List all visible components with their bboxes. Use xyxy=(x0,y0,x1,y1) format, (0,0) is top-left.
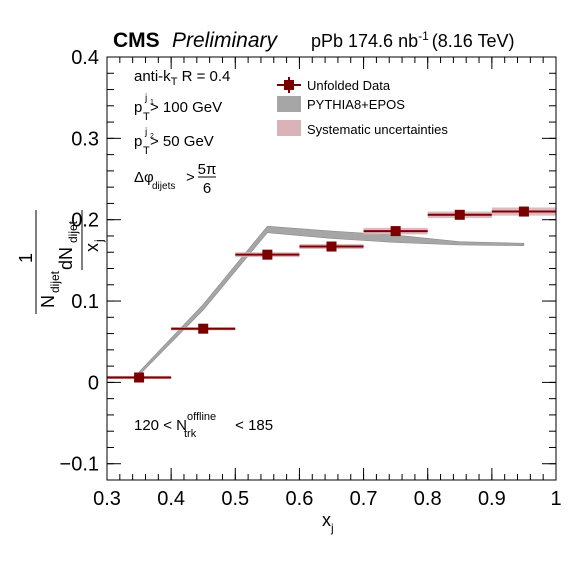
legend-label-syst: Systematic uncertainties xyxy=(307,122,448,137)
jet-algorithm-label: anti-kT R = 0.4 xyxy=(134,68,230,88)
mc-band xyxy=(138,225,525,376)
delta-phi-cut: Δφ dijets > 5π 6 xyxy=(134,161,216,197)
data-point xyxy=(198,323,209,334)
x-tick-label: 0.8 xyxy=(414,488,442,510)
svg-text:j: j xyxy=(144,127,147,138)
legend-marker-data xyxy=(277,77,301,93)
legend: Unfolded Data PYTHIA8+EPOS Systematic un… xyxy=(277,77,448,137)
leading-jet-pt-cut: p j 1 T > 100 GeV xyxy=(134,93,222,123)
svg-text:dijet: dijet xyxy=(66,220,80,243)
band-layer xyxy=(107,207,556,380)
svg-text:N: N xyxy=(38,295,58,308)
x-tick-label: 0.3 xyxy=(93,488,121,510)
data-point xyxy=(454,209,465,220)
svg-text:5π: 5π xyxy=(198,161,217,178)
lumi-label: pPb 174.6 nb-1 (8.16 TeV) xyxy=(311,29,515,51)
y-tick-label: 0.2 xyxy=(71,210,99,232)
y-tick-label: 0 xyxy=(88,372,99,394)
y-tick-label: 0.4 xyxy=(71,47,99,69)
svg-text:dN: dN xyxy=(56,247,76,270)
svg-text:p: p xyxy=(134,133,142,150)
x-tick-label: 0.7 xyxy=(350,488,378,510)
svg-text:1: 1 xyxy=(150,99,154,106)
data-point xyxy=(326,241,337,252)
svg-text:p: p xyxy=(134,99,142,116)
y-axis-title: 1 N dijet dN xyxy=(16,210,62,314)
legend-swatch-syst xyxy=(277,120,301,136)
svg-text:x: x xyxy=(82,243,102,252)
x-tick-label: 0.9 xyxy=(478,488,506,510)
x-tick-label: 0.6 xyxy=(286,488,314,510)
y-tick-label: 0.1 xyxy=(71,291,99,313)
y-tick-label: −0.1 xyxy=(60,454,99,476)
multiplicity-class-label: 120 < Noffline trk < 185 xyxy=(134,411,273,440)
experiment-label: CMS xyxy=(113,29,160,52)
data-point xyxy=(262,249,273,260)
svg-text:T: T xyxy=(143,111,150,123)
x-axis-title: xj xyxy=(322,510,334,535)
svg-text:>: > xyxy=(186,169,195,186)
subleading-jet-pt-cut: p j 2 T > 50 GeV xyxy=(134,127,214,157)
svg-text:> 50 GeV: > 50 GeV xyxy=(150,133,214,150)
svg-text:dijet: dijet xyxy=(48,270,62,293)
svg-text:dijets: dijets xyxy=(152,181,175,192)
legend-label-data: Unfolded Data xyxy=(307,78,391,93)
svg-text:2: 2 xyxy=(150,133,154,140)
data-point xyxy=(518,206,529,217)
axes-layer: 0.3 0.4 0.5 0.6 0.7 0.8 0.9 1 −0.1 0 0.1 0.2 0.3 0.4 xyxy=(60,47,562,510)
y-axis-derivative: dN dijet x j xyxy=(56,210,106,270)
data-point xyxy=(134,372,145,383)
svg-text:1: 1 xyxy=(16,253,36,263)
svg-text:j: j xyxy=(144,93,147,104)
svg-text:T: T xyxy=(143,145,150,157)
status-label: Preliminary xyxy=(172,29,279,52)
legend-label-mc: PYTHIA8+EPOS xyxy=(307,97,405,112)
svg-text:Δφ: Δφ xyxy=(134,169,154,186)
x-tick-label: 0.4 xyxy=(157,488,185,510)
legend-swatch-mc xyxy=(277,96,301,112)
svg-text:> 100 GeV: > 100 GeV xyxy=(150,99,222,116)
x-tick-label: 0.5 xyxy=(221,488,249,510)
svg-text:j: j xyxy=(92,239,106,243)
svg-text:6: 6 xyxy=(203,180,211,197)
x-tick-label: 1 xyxy=(550,488,561,510)
data-layer xyxy=(107,206,556,383)
data-point xyxy=(390,226,401,237)
y-tick-label: 0.3 xyxy=(71,128,99,150)
